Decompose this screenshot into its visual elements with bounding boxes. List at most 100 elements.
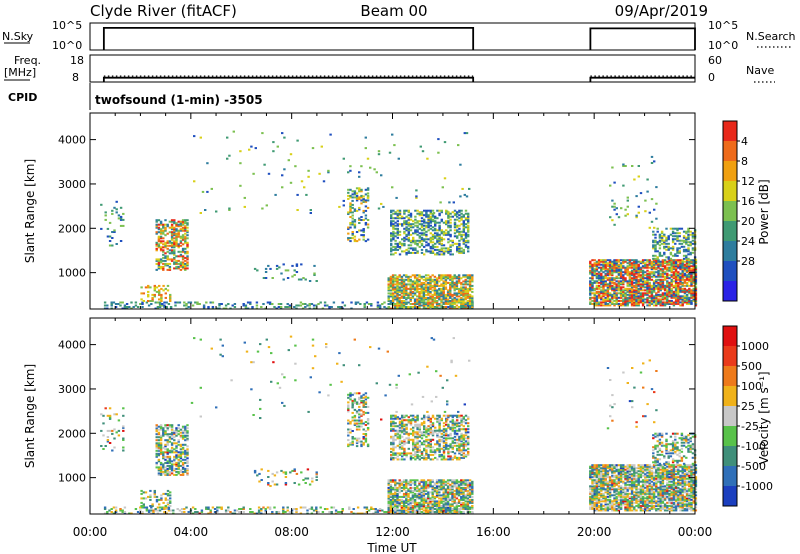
range-cell xyxy=(436,232,439,235)
range-cell xyxy=(431,251,435,254)
range-cell xyxy=(615,289,618,292)
range-cell xyxy=(694,277,698,280)
range-cell xyxy=(364,188,368,191)
range-cell xyxy=(413,275,417,278)
range-cell xyxy=(315,509,318,512)
range-cell xyxy=(678,250,681,253)
range-cell xyxy=(403,232,406,235)
range-cell xyxy=(418,212,421,215)
range-cell xyxy=(602,263,605,266)
range-cell xyxy=(611,166,614,169)
range-cell xyxy=(674,253,677,256)
range-cell xyxy=(682,230,686,233)
range-cell xyxy=(688,296,691,299)
range-cell xyxy=(606,295,610,298)
range-cell xyxy=(175,431,178,434)
range-cell xyxy=(411,286,415,289)
range-cell xyxy=(595,274,599,277)
range-cell xyxy=(444,483,448,486)
range-cell xyxy=(600,290,603,293)
range-cell xyxy=(641,266,645,269)
range-cell xyxy=(436,248,439,251)
range-cell xyxy=(602,277,605,280)
range-cell xyxy=(589,281,592,284)
range-cell xyxy=(435,489,439,492)
range-cell xyxy=(681,263,684,266)
range-cell xyxy=(438,509,441,512)
range-cell xyxy=(173,460,176,463)
range-cell xyxy=(155,231,158,234)
range-cell xyxy=(589,301,592,304)
range-cell xyxy=(464,245,468,248)
range-cell xyxy=(654,248,657,251)
range-cell xyxy=(661,280,665,283)
range-cell xyxy=(613,271,616,274)
range-cell xyxy=(600,281,603,284)
range-cell xyxy=(655,295,658,298)
range-cell xyxy=(180,511,184,514)
range-cell xyxy=(650,286,654,289)
range-cell xyxy=(659,272,662,275)
range-cell xyxy=(665,245,668,248)
range-cell xyxy=(611,266,614,269)
range-cell xyxy=(453,508,456,511)
range-cell xyxy=(440,274,443,277)
range-cell xyxy=(637,281,640,284)
range-cell xyxy=(173,244,176,247)
range-cell xyxy=(418,280,421,283)
range-cell xyxy=(672,292,676,295)
range-cell xyxy=(652,283,656,286)
range-cell xyxy=(398,501,401,504)
range-cell xyxy=(149,489,152,492)
range-cell xyxy=(672,304,676,307)
range-cell xyxy=(435,500,439,503)
range-cell xyxy=(418,236,421,239)
range-cell xyxy=(606,262,610,265)
range-cell xyxy=(389,281,393,284)
range-cell xyxy=(440,277,443,280)
range-cell xyxy=(604,302,607,305)
range-cell xyxy=(460,486,463,489)
range-cell xyxy=(661,265,665,268)
range-cell xyxy=(608,293,612,296)
range-cell xyxy=(666,302,669,305)
range-cell xyxy=(162,464,165,467)
range-cell xyxy=(633,259,636,262)
range-cell xyxy=(672,272,676,275)
range-cell xyxy=(442,492,445,495)
range-cell xyxy=(416,300,419,303)
range-cell xyxy=(155,449,158,452)
range-cell xyxy=(600,295,603,298)
range-cell xyxy=(672,260,676,263)
range-cell xyxy=(471,277,474,280)
range-cell xyxy=(264,508,267,511)
range-cell xyxy=(468,287,472,290)
range-cell xyxy=(420,289,423,292)
range-cell xyxy=(663,242,666,245)
range-cell xyxy=(666,263,669,266)
range-cell xyxy=(600,259,603,262)
range-cell xyxy=(602,275,605,278)
range-cell xyxy=(688,275,691,278)
range-cell xyxy=(420,211,424,214)
range-cell xyxy=(264,271,268,274)
range-cell xyxy=(416,289,419,292)
range-cell xyxy=(657,298,660,301)
range-cell xyxy=(681,302,684,305)
range-cell xyxy=(177,244,180,247)
range-cell xyxy=(387,511,390,514)
range-cell xyxy=(464,506,467,509)
range-cell xyxy=(440,283,443,286)
range-cell xyxy=(166,256,169,259)
range-cell xyxy=(435,505,439,508)
range-cell xyxy=(173,219,176,222)
range-cell xyxy=(418,300,421,303)
range-cell xyxy=(440,250,443,253)
range-cell xyxy=(464,241,468,244)
range-cell xyxy=(418,239,421,242)
range-cell xyxy=(453,300,456,303)
range-cell xyxy=(400,275,404,278)
range-cell xyxy=(121,509,124,512)
range-cell xyxy=(416,277,419,280)
range-cell xyxy=(685,238,688,241)
